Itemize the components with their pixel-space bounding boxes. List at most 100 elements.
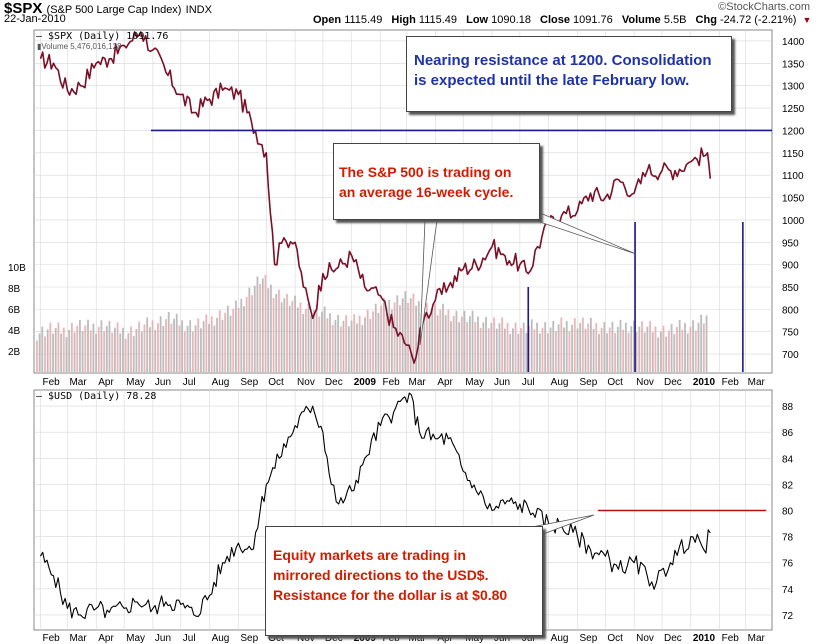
volume-bar [477,316,479,372]
volume-bar [544,322,547,372]
volume-bar [528,326,530,372]
volume-bar [641,321,643,372]
volume-bar [347,326,350,372]
volume-bar [512,328,514,372]
volume-bar [619,319,622,372]
volume-bar [434,304,436,372]
x-tick-label: May [465,633,484,644]
x-tick-label: Apr [98,633,114,644]
exchange: INDX [185,4,212,16]
volume-bar [296,307,299,372]
volume-bar [49,322,52,372]
volume-bar [286,293,288,372]
volume-bar [245,296,248,372]
volume-bar [382,298,385,372]
volume-bar [493,317,495,372]
volume-bar [197,318,200,372]
price-tick-label: 850 [782,283,799,294]
volume-tick-label: 10B [8,263,26,274]
cycle-lines [527,222,744,372]
volume-bar [243,306,245,372]
volume-bar [627,332,630,372]
volume-bar [313,309,315,372]
volume-bar [216,317,218,372]
volume-bar [173,318,175,372]
volume-bar [205,314,208,372]
x-tick-label: Aug [551,377,569,388]
volume-bar [525,332,528,372]
x-tick-label: Jul [522,377,535,388]
x-tick-label: Mar [409,377,427,388]
volume-bar [584,328,587,372]
x-tick-label: Jul [183,633,196,644]
volume-bar [350,320,353,372]
volume-bar [565,321,568,372]
volume-bar [302,314,305,372]
volume-bar [380,305,383,372]
x-tick-label: Mar [409,633,427,644]
volume-bar [122,327,124,372]
volume-bar [65,337,68,372]
stockcharts-brand[interactable]: ©StockCharts.com [718,1,810,13]
cycle-callout-pointer [419,219,438,346]
volume-bar [568,331,571,372]
volume-bar [235,300,237,372]
volume-bar [151,320,154,372]
price-tick-label: 950 [782,238,799,249]
volume-bar [159,316,162,372]
ohlc-summary: Open 1115.49 High 1115.49 Low 1090.18 Cl… [313,14,811,26]
usd-tick-label: 86 [782,428,794,439]
x-tick-label: Nov [297,633,315,644]
volume-bar [689,326,692,372]
volume-bar [425,302,428,372]
volume-bar [536,322,539,372]
volume-bar [369,318,372,372]
volume-bar [686,333,689,372]
volume-bar [275,293,278,372]
x-tick-label: Apr [437,633,453,644]
price-tick-label: 1000 [782,216,805,227]
volume-bar [261,278,264,372]
volume-bar [700,314,703,372]
volume-bar [563,327,565,372]
chart-date: 22-Jan-2010 [4,13,66,25]
volume-bar [38,333,41,372]
high-label: High [391,14,416,26]
index-name: (S&P 500 Large Cap Index) [46,4,182,16]
volume-bar [622,329,625,372]
volume-bar [447,309,450,372]
volume-bar [60,333,63,372]
volume-bar [684,323,686,372]
usd-tick-label: 80 [782,507,794,518]
volume-bar [87,319,89,372]
volume-bar [304,308,307,372]
spx-price-line [39,31,712,364]
volume-bar [573,318,576,372]
volume-bar [466,321,469,372]
volume-bar [148,327,151,372]
volume-bar [175,313,178,372]
volume-bar [143,324,146,372]
volume-bar [633,320,635,372]
x-tick-label: Feb [722,377,740,388]
x-axis-top: Feb Mar Apr May Jun Jul Aug Sep Oct Nov Dec 2009 Feb… [43,377,766,388]
volume-bar [140,331,143,372]
x-tick-label: Jun [155,633,171,644]
volume-bar [366,309,369,372]
volume-bar [498,323,501,372]
volume-bar [471,310,474,372]
volume-bar [79,319,81,372]
price-tick-label: 1300 [782,82,805,93]
volume-bar [372,311,374,372]
price-tick-label: 1100 [782,171,804,182]
volume-bar [46,329,49,372]
volume-bar [638,326,641,372]
volume-bar [546,333,549,372]
high-value: 1115.49 [418,14,458,26]
volume-bar [191,331,194,372]
volume-bar [267,288,270,372]
volume-bar [662,325,665,372]
x-tick-label: Sep [240,633,258,644]
x-tick-label: Nov [297,377,315,388]
volume-bar [97,326,100,372]
